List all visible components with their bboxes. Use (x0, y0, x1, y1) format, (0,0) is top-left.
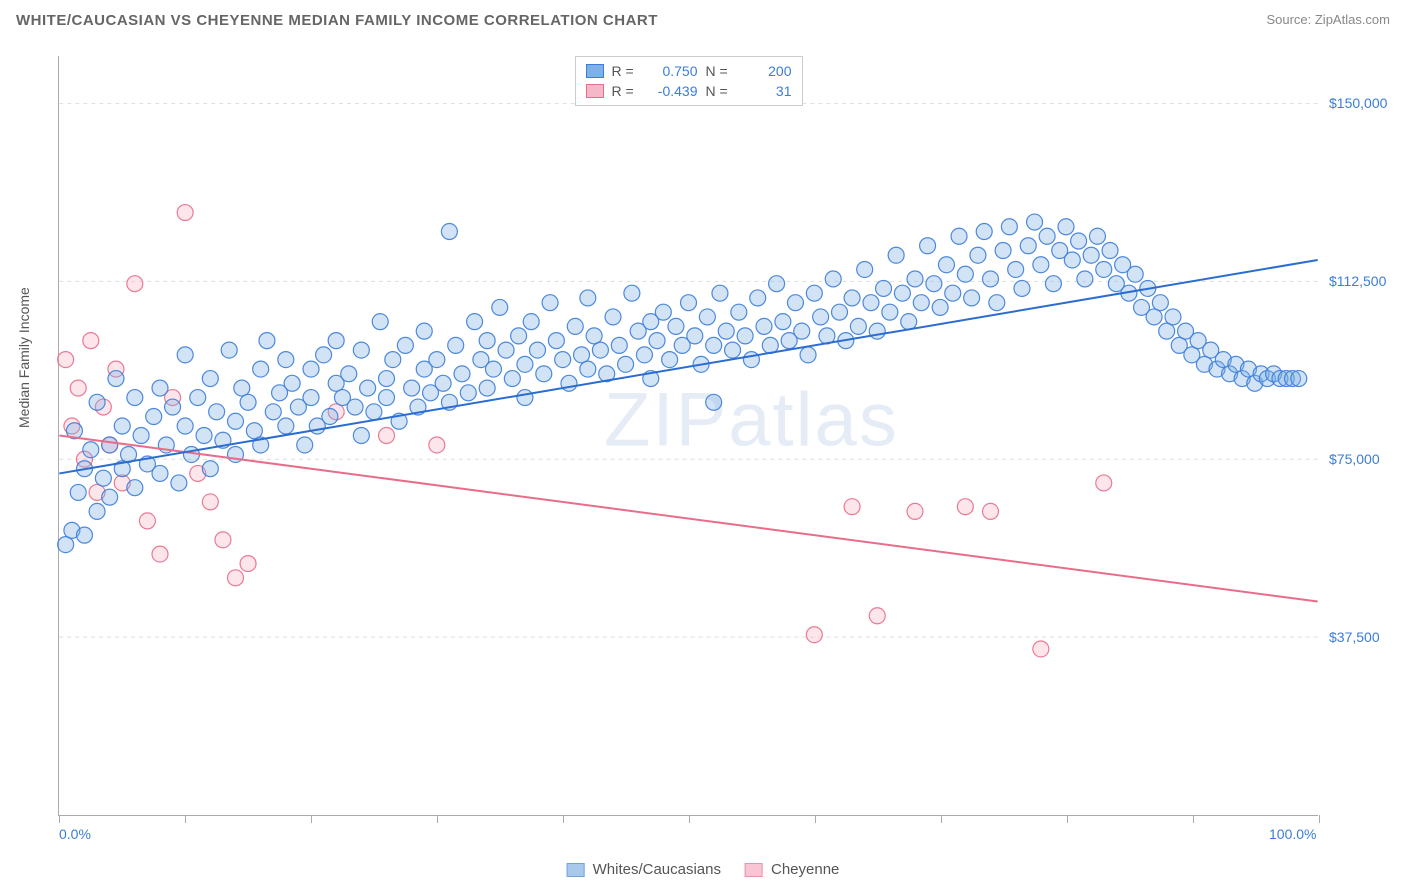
source-value: ZipAtlas.com (1315, 12, 1390, 27)
legend-swatch-0 (567, 863, 585, 877)
source-label: Source: (1266, 12, 1314, 27)
n-value-0: 200 (742, 63, 792, 79)
r-label: R = (612, 63, 640, 79)
y-tick-label: $75,000 (1329, 451, 1380, 467)
x-tick (437, 815, 438, 823)
x-tick (941, 815, 942, 823)
legend-stats-box: R = 0.750 N = 200 R = -0.439 N = 31 (575, 56, 803, 106)
plot-area: R = 0.750 N = 200 R = -0.439 N = 31 ZIPa… (58, 56, 1318, 816)
x-tick-label: 0.0% (59, 826, 91, 842)
chart-title: WHITE/CAUCASIAN VS CHEYENNE MEDIAN FAMIL… (16, 12, 658, 29)
legend-swatch-pink (586, 84, 604, 98)
chart-container: WHITE/CAUCASIAN VS CHEYENNE MEDIAN FAMIL… (8, 8, 1398, 884)
x-tick (815, 815, 816, 823)
x-tick (185, 815, 186, 823)
r-value-1: -0.439 (648, 83, 698, 99)
scatter-svg (59, 56, 1318, 815)
r-value-0: 0.750 (648, 63, 698, 79)
legend-swatch-blue (586, 64, 604, 78)
n-label: N = (706, 83, 734, 99)
y-axis-label: Median Family Income (16, 287, 32, 428)
x-tick (689, 815, 690, 823)
y-tick-label: $37,500 (1329, 629, 1380, 645)
legend-stats-row-1: R = -0.439 N = 31 (586, 81, 792, 101)
y-tick-label: $150,000 (1329, 95, 1387, 111)
source-attribution: Source: ZipAtlas.com (1266, 12, 1390, 27)
n-label: N = (706, 63, 734, 79)
x-tick (1319, 815, 1320, 823)
x-tick (59, 815, 60, 823)
x-tick (311, 815, 312, 823)
legend-item-1: Cheyenne (745, 861, 839, 878)
legend-label-1: Cheyenne (771, 861, 839, 878)
x-tick (1193, 815, 1194, 823)
header: WHITE/CAUCASIAN VS CHEYENNE MEDIAN FAMIL… (8, 8, 1398, 37)
n-value-1: 31 (742, 83, 792, 99)
r-label: R = (612, 83, 640, 99)
x-tick (1067, 815, 1068, 823)
legend-bottom: Whites/Caucasians Cheyenne (567, 861, 840, 878)
legend-label-0: Whites/Caucasians (593, 861, 721, 878)
legend-swatch-1 (745, 863, 763, 877)
y-tick-label: $112,500 (1329, 273, 1386, 289)
legend-stats-row-0: R = 0.750 N = 200 (586, 61, 792, 81)
x-tick-label: 100.0% (1269, 826, 1316, 842)
x-tick (563, 815, 564, 823)
legend-item-0: Whites/Caucasians (567, 861, 721, 878)
